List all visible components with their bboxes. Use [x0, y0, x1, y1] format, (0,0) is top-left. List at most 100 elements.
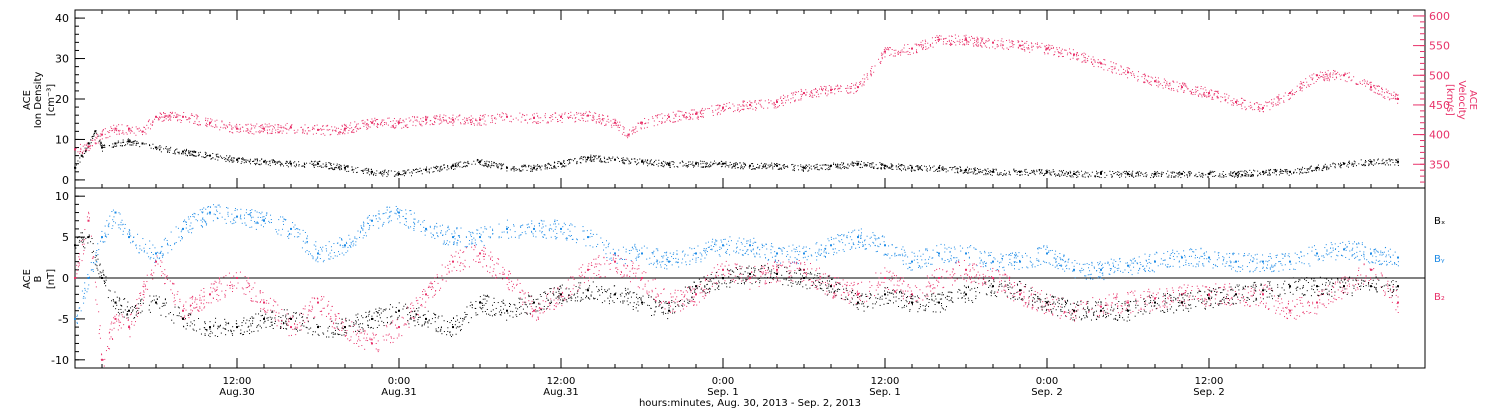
velocity-mark [583, 114, 585, 116]
by-mark [105, 234, 107, 236]
ion-density-mark [672, 163, 674, 165]
velocity-mark [330, 133, 332, 135]
ion-density-mark [249, 158, 251, 160]
ion-density-mark [1213, 175, 1215, 177]
ion-density-mark [193, 151, 195, 153]
ion-density-mark [989, 172, 991, 174]
ion-density-mark [964, 171, 966, 173]
ion-density-mark [512, 166, 514, 168]
velocity-mark [1266, 102, 1268, 104]
ion-density-mark [957, 168, 959, 170]
velocity-mark [834, 87, 836, 89]
velocity-mark [1069, 48, 1071, 50]
velocity-mark [1320, 76, 1322, 78]
velocity-mark [1327, 74, 1329, 76]
velocity-mark [800, 99, 802, 101]
velocity-mark [383, 122, 385, 124]
velocity-mark [1216, 91, 1218, 93]
ion-density-mark [1189, 174, 1191, 176]
velocity-mark [815, 88, 817, 90]
velocity-mark [344, 127, 346, 129]
velocity-mark [445, 119, 447, 121]
ion-density-mark [568, 160, 570, 162]
velocity-mark [920, 41, 922, 43]
velocity-mark [176, 116, 178, 118]
velocity-mark [1061, 56, 1063, 58]
velocity-mark [107, 131, 109, 133]
ion-density-mark [373, 174, 375, 176]
by-mark [181, 236, 183, 238]
ion-density-mark [322, 166, 324, 168]
ion-density-mark [1071, 174, 1073, 176]
velocity-mark [882, 53, 884, 55]
ion-density-mark [959, 170, 961, 172]
ion-density-mark [580, 156, 582, 158]
ion-density-mark [623, 159, 625, 161]
velocity-point [627, 133, 630, 136]
velocity-mark [249, 130, 251, 132]
ion-density-mark [1085, 172, 1087, 174]
ion-density-mark [318, 163, 320, 165]
velocity-mark [388, 117, 390, 119]
velocity-mark [1312, 77, 1314, 79]
velocity-mark [1271, 103, 1273, 105]
ion-density-mark [1189, 175, 1191, 177]
velocity-mark [101, 131, 103, 133]
velocity-mark [669, 121, 671, 123]
ion-density-mark [1397, 162, 1399, 164]
ion-density-mark [725, 164, 727, 166]
velocity-mark [729, 107, 731, 109]
velocity-mark [325, 125, 327, 127]
velocity-mark [443, 120, 445, 122]
ion-density-mark [1293, 171, 1295, 173]
velocity-mark [212, 126, 214, 128]
ion-density-point [114, 142, 117, 145]
velocity-mark [413, 116, 415, 118]
velocity-mark [1045, 48, 1047, 50]
ion-density-mark [837, 166, 839, 168]
ion-density-mark [565, 165, 567, 167]
ion-density-mark [836, 164, 838, 166]
ion-density-mark [368, 170, 370, 172]
ion-density-mark [1360, 159, 1362, 161]
ion-density-mark [329, 162, 331, 164]
velocity-mark [421, 125, 423, 127]
ion-density-mark [137, 142, 139, 144]
ion-density-mark [847, 164, 849, 166]
velocity-mark [1058, 56, 1060, 58]
velocity-mark [1310, 77, 1312, 79]
velocity-mark [127, 125, 129, 127]
velocity-mark [1366, 83, 1368, 85]
ion-density-mark [1309, 167, 1311, 169]
by-mark [1091, 262, 1093, 264]
velocity-mark [257, 131, 259, 133]
velocity-mark [1169, 84, 1171, 86]
ion-density-mark [1315, 170, 1317, 172]
velocity-mark [1296, 85, 1298, 87]
by-mark [1309, 265, 1311, 267]
velocity-mark [966, 43, 968, 45]
velocity-mark [1311, 74, 1313, 76]
ion-density-mark [255, 164, 257, 166]
ion-density-mark [303, 162, 305, 164]
ion-density-mark [531, 167, 533, 169]
ion-density-mark [1160, 174, 1162, 176]
ion-density-mark [804, 167, 806, 169]
ion-density-mark [1020, 170, 1022, 172]
velocity-mark [1227, 102, 1229, 104]
velocity-point [1343, 74, 1345, 77]
velocity-mark [434, 117, 436, 119]
velocity-mark [1084, 61, 1086, 63]
ion-density-mark [215, 153, 217, 155]
velocity-mark [1021, 48, 1023, 50]
velocity-mark [828, 85, 830, 87]
ion-density-mark [702, 166, 704, 168]
ion-density-mark [501, 165, 503, 167]
ion-density-mark [311, 163, 313, 165]
ion-density-mark [408, 169, 410, 171]
velocity-mark [286, 128, 288, 130]
velocity-mark [1226, 93, 1228, 95]
velocity-mark [492, 121, 494, 123]
velocity-mark [561, 121, 563, 123]
ion-density-mark [817, 169, 819, 171]
